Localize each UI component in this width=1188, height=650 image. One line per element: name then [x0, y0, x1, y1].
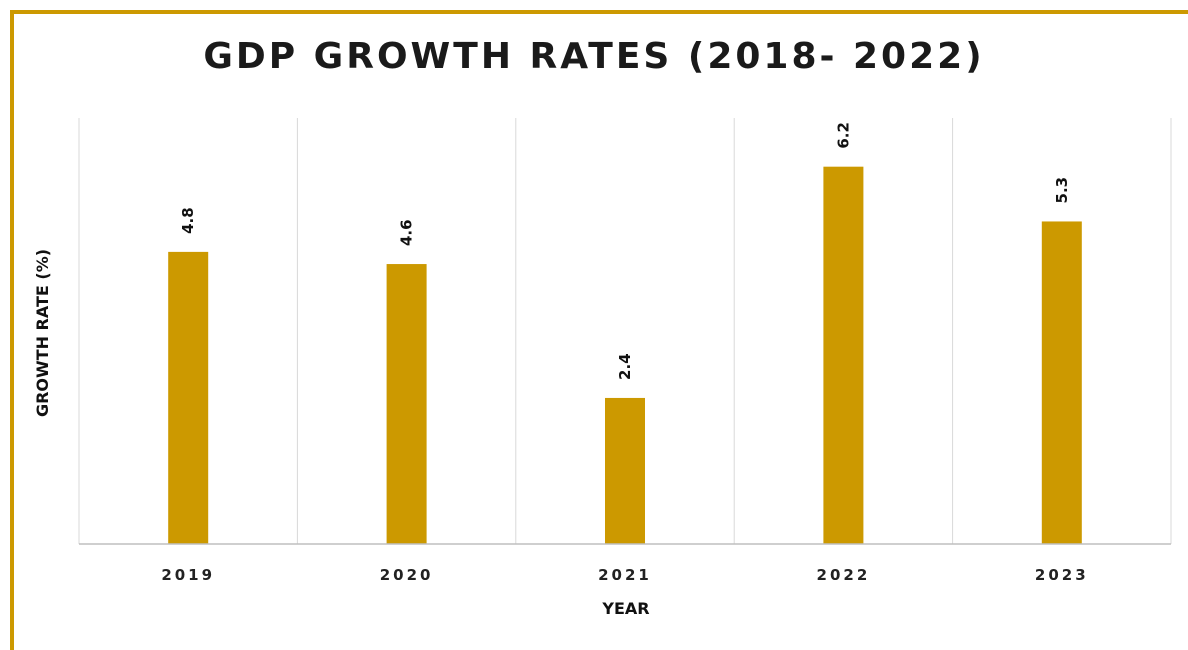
data-label: 6.2 — [834, 122, 852, 149]
x-tick-label: 2021 — [598, 566, 652, 584]
data-label: 2.4 — [616, 353, 634, 380]
x-tick-label: 2019 — [161, 566, 215, 584]
x-tick-label: 2022 — [817, 566, 871, 584]
frame-border-left — [10, 10, 14, 650]
bar — [605, 397, 645, 544]
frame-border-top — [10, 10, 1188, 14]
bar — [168, 251, 209, 544]
x-tick-label: 2020 — [380, 566, 434, 584]
x-axis-title: YEAR — [601, 599, 649, 618]
data-label: 4.6 — [398, 219, 416, 246]
data-label: 4.8 — [179, 207, 197, 234]
bar — [823, 166, 864, 544]
data-label: 5.3 — [1053, 177, 1071, 204]
y-axis-title: GROWTH RATE (%) — [33, 249, 52, 417]
bar — [1041, 221, 1082, 544]
bar — [386, 264, 427, 544]
chart-title: GDP GROWTH RATES (2018- 2022) — [203, 36, 985, 77]
x-tick-label: 2023 — [1035, 566, 1089, 584]
